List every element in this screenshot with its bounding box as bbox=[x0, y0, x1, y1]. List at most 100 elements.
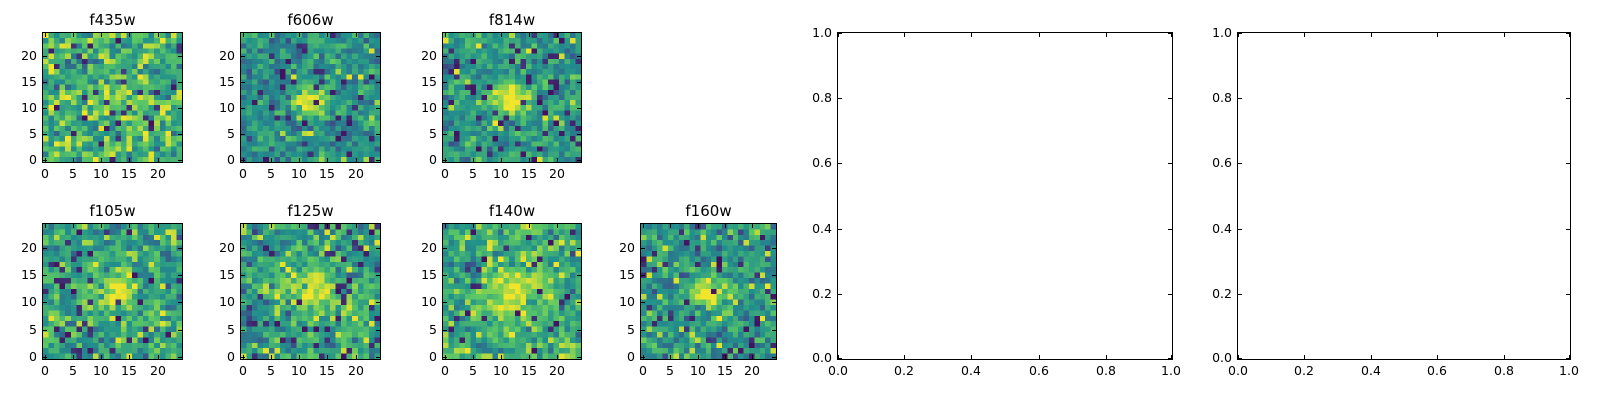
heatmap-image-f435w bbox=[43, 33, 182, 162]
y-tick-label: 15 bbox=[219, 74, 235, 89]
x-tick-mark bbox=[1569, 33, 1570, 37]
x-tick-mark bbox=[158, 224, 159, 228]
x-tick-mark bbox=[356, 158, 357, 162]
y-tick-mark bbox=[577, 357, 581, 358]
x-tick-mark bbox=[356, 355, 357, 359]
x-tick-label: 20 bbox=[549, 363, 565, 378]
x-tick-label: 0.2 bbox=[894, 363, 914, 378]
x-tick-label: 15 bbox=[121, 166, 137, 181]
x-tick-label: 10 bbox=[493, 166, 509, 181]
x-tick-mark bbox=[445, 33, 446, 37]
y-tick-label: 5 bbox=[429, 322, 437, 337]
heatmap-image-f160w bbox=[641, 224, 776, 359]
x-tick-label: 15 bbox=[717, 363, 733, 378]
y-tick-mark bbox=[641, 357, 645, 358]
y-tick-mark bbox=[376, 160, 380, 161]
x-tick-mark bbox=[473, 158, 474, 162]
x-tick-mark bbox=[557, 355, 558, 359]
x-tick-mark bbox=[838, 355, 839, 359]
panel-title: f160w bbox=[685, 202, 732, 220]
y-tick-mark bbox=[577, 248, 581, 249]
x-tick-label: 1.0 bbox=[1161, 363, 1181, 378]
y-tick-label: 5 bbox=[429, 126, 437, 141]
y-tick-label: 5 bbox=[29, 322, 37, 337]
x-tick-mark bbox=[473, 355, 474, 359]
y-tick-mark bbox=[1566, 163, 1570, 164]
x-tick-label: 5 bbox=[666, 363, 674, 378]
x-tick-label: 0 bbox=[239, 363, 247, 378]
x-tick-mark bbox=[501, 355, 502, 359]
y-tick-mark bbox=[178, 82, 182, 83]
y-tick-label: 0.8 bbox=[812, 90, 832, 105]
heatmap-image-f105w bbox=[43, 224, 182, 359]
y-tick-mark bbox=[376, 134, 380, 135]
y-tick-mark bbox=[577, 275, 581, 276]
empty-plot-8: 0.0 0.2 0.4 0.6 0.8 1.0 0.0 0.2 0.4 0.6 0.8 1.0 bbox=[1212, 26, 1579, 378]
x-tick-mark bbox=[299, 355, 300, 359]
x-tick-mark bbox=[501, 224, 502, 228]
y-tick-label: 10 bbox=[421, 294, 437, 309]
heatmap-image-f606w bbox=[241, 33, 380, 162]
y-tick-mark bbox=[241, 160, 245, 161]
y-tick-mark bbox=[241, 330, 245, 331]
x-tick-mark bbox=[73, 355, 74, 359]
y-tick-mark bbox=[43, 56, 47, 57]
x-tick-mark bbox=[1304, 355, 1305, 359]
axes-frame bbox=[240, 223, 381, 360]
x-tick-label: 15 bbox=[319, 166, 335, 181]
cutout-panel-f105w: f105w 0 5 10 15 20 0 5 10 15 20 bbox=[21, 202, 183, 378]
y-tick-mark bbox=[641, 302, 645, 303]
panel-title: f814w bbox=[488, 11, 536, 29]
panel-title: f435w bbox=[89, 11, 136, 29]
x-tick-mark bbox=[1238, 355, 1239, 359]
y-tick-label: 0.6 bbox=[1212, 155, 1232, 170]
x-tick-label: 5 bbox=[469, 363, 477, 378]
x-tick-label: 15 bbox=[521, 363, 537, 378]
y-tick-label: 0 bbox=[429, 152, 437, 167]
y-tick-mark bbox=[772, 357, 776, 358]
x-tick-label: 15 bbox=[319, 363, 335, 378]
cutout-panel-f606w: f606w 0 5 10 15 20 0 5 10 15 20 bbox=[219, 11, 381, 181]
x-tick-label: 20 bbox=[348, 363, 364, 378]
x-tick-mark bbox=[725, 224, 726, 228]
x-tick-mark bbox=[356, 224, 357, 228]
y-tick-label: 20 bbox=[421, 48, 437, 63]
x-tick-mark bbox=[529, 355, 530, 359]
x-tick-mark bbox=[670, 355, 671, 359]
x-tick-mark bbox=[243, 33, 244, 37]
y-tick-label: 0.8 bbox=[1212, 90, 1232, 105]
y-tick-label: 15 bbox=[421, 74, 437, 89]
y-tick-label: 20 bbox=[21, 48, 37, 63]
y-tick-mark bbox=[1566, 33, 1570, 34]
y-tick-mark bbox=[443, 302, 447, 303]
x-tick-mark bbox=[752, 355, 753, 359]
y-tick-label: 10 bbox=[21, 100, 37, 115]
y-tick-mark bbox=[1566, 294, 1570, 295]
heatmap-image-f140w bbox=[443, 224, 581, 359]
cutout-panel-f140w: f140w 0 5 10 15 20 0 5 10 15 20 bbox=[421, 202, 582, 378]
x-tick-mark bbox=[501, 33, 502, 37]
y-tick-mark bbox=[43, 134, 47, 135]
y-tick-mark bbox=[43, 82, 47, 83]
x-tick-mark bbox=[1039, 33, 1040, 37]
x-tick-mark bbox=[971, 355, 972, 359]
x-tick-label: 20 bbox=[549, 166, 565, 181]
y-tick-mark bbox=[178, 302, 182, 303]
y-tick-mark bbox=[178, 248, 182, 249]
y-tick-mark bbox=[178, 275, 182, 276]
y-tick-label: 0.0 bbox=[812, 350, 832, 365]
y-tick-mark bbox=[1238, 33, 1242, 34]
axes-frame bbox=[1237, 32, 1571, 360]
y-tick-label: 10 bbox=[421, 100, 437, 115]
x-tick-mark bbox=[271, 355, 272, 359]
x-tick-mark bbox=[129, 224, 130, 228]
x-tick-label: 10 bbox=[291, 363, 307, 378]
x-tick-label: 1.0 bbox=[1559, 363, 1579, 378]
x-tick-mark bbox=[101, 355, 102, 359]
x-tick-mark bbox=[445, 224, 446, 228]
x-tick-mark bbox=[299, 33, 300, 37]
x-tick-mark bbox=[1437, 33, 1438, 37]
y-tick-mark bbox=[1238, 229, 1242, 230]
y-tick-label: 5 bbox=[29, 126, 37, 141]
y-tick-mark bbox=[577, 108, 581, 109]
